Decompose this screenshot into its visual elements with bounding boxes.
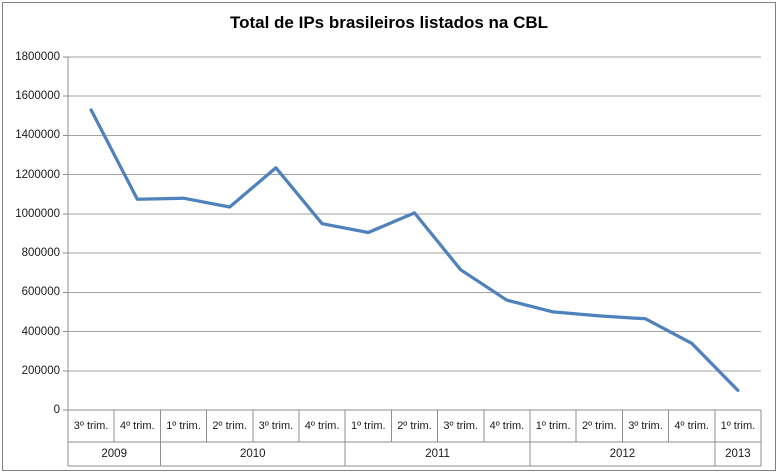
x-axis-quarter-label: 3º trim.: [73, 420, 109, 432]
x-axis-year-label: 2010: [239, 448, 266, 460]
x-axis-quarter-label: 1º trim.: [166, 420, 201, 432]
y-axis-label: 1600000: [15, 90, 60, 103]
x-axis-quarter-label: 2º trim.: [212, 420, 247, 432]
x-axis-quarter-label: 3º trim.: [443, 420, 478, 432]
x-axis-quarter-label: 4º trim.: [119, 420, 155, 432]
x-axis-year-label: 2013: [725, 448, 751, 460]
plot-region: 0 200000 400000 600000 800000 1000000 1200000 1…: [3, 3, 775, 470]
y-axis-label: 1200000: [15, 168, 60, 181]
x-axis-quarter-label: 3º trim.: [258, 420, 294, 432]
data-series-line: [89, 108, 740, 393]
chart-canvas: [63, 56, 762, 467]
y-axis-label: 0: [53, 404, 60, 416]
y-axis-label: 200000: [21, 364, 60, 377]
x-axis-quarter-label: 1º trim.: [535, 420, 571, 432]
y-axis-label: 1800000: [15, 51, 60, 63]
y-axis-label: 1400000: [15, 129, 60, 142]
y-axis-label: 1000000: [15, 207, 60, 220]
x-axis-quarter-label: 3º trim.: [628, 420, 663, 432]
x-axis-year-label: 2009: [101, 448, 127, 460]
y-axis-label: 800000: [21, 247, 60, 260]
x-axis-quarter-label: 1º trim.: [350, 420, 386, 432]
x-axis-quarter-label: 1º trim.: [720, 420, 756, 432]
y-axis-label: 400000: [21, 325, 60, 338]
x-axis-quarter-label: 4º trim.: [674, 420, 709, 432]
x-axis-year-label: 2011: [425, 448, 450, 460]
x-axis-quarter-label: 4º trim.: [304, 420, 340, 432]
x-axis-quarter-label: 2º trim.: [397, 420, 432, 432]
x-axis-quarter-label: 2º trim.: [581, 420, 617, 432]
y-axis-label: 600000: [21, 286, 60, 299]
chart-title: Total de IPs brasileiros listados na CBL: [229, 13, 549, 32]
x-axis-year-label: 2012: [609, 448, 636, 460]
x-axis-quarter-label: 4º trim.: [489, 420, 525, 432]
